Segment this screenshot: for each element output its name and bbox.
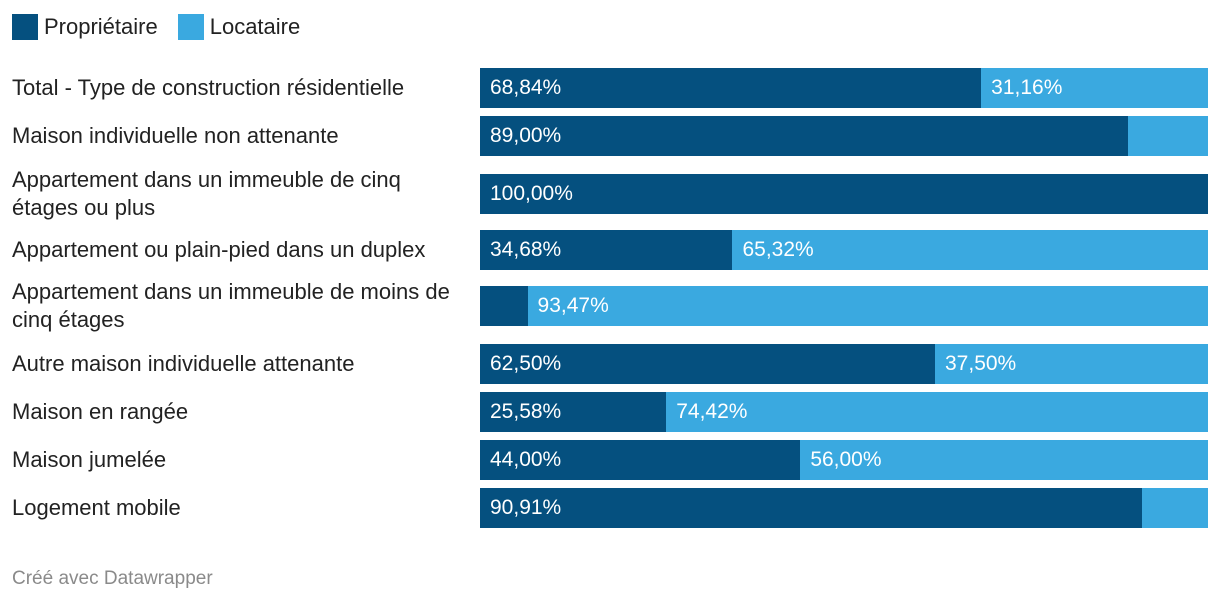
bar-segment-locataire xyxy=(1127,116,1208,156)
bar-segment-proprietaire: 89,00% xyxy=(480,116,1128,156)
data-label: 89,00% xyxy=(490,124,562,147)
data-label: 56,00% xyxy=(810,448,882,471)
data-label: 93,47% xyxy=(537,294,609,317)
data-label: 65,32% xyxy=(742,238,814,261)
category-label: Maison individuelle non attenante xyxy=(12,123,339,148)
stacked-bar: 68,84% 31,16% xyxy=(480,68,1208,108)
bar-segment-locataire xyxy=(1141,488,1208,528)
data-label: 37,50% xyxy=(945,352,1017,375)
legend-item-locataire: Locataire xyxy=(177,14,301,40)
bar-segment-proprietaire xyxy=(480,286,528,326)
bar-segment-proprietaire: 25,58% xyxy=(480,392,667,432)
legend-swatch-locataire xyxy=(177,14,204,40)
bar-segment-locataire: 74,42% xyxy=(666,392,1208,432)
bar-segment-locataire: 65,32% xyxy=(732,230,1208,270)
data-label: 100,00% xyxy=(490,182,573,205)
data-label: 74,42% xyxy=(676,400,748,423)
category-label: Logement mobile xyxy=(12,495,181,520)
stacked-bar: 25,58% 74,42% xyxy=(480,392,1208,432)
stacked-bar: 90,91% xyxy=(480,488,1208,528)
bar-segment-proprietaire: 44,00% xyxy=(480,440,801,480)
stacked-bar: 62,50% 37,50% xyxy=(480,344,1208,384)
data-label: 34,68% xyxy=(490,238,562,261)
bar-segment-proprietaire: 68,84% xyxy=(480,68,982,108)
category-label: Maison jumelée xyxy=(12,447,167,472)
category-label: Total - Type de construction résidentiel… xyxy=(12,75,405,100)
chart-legend: Propriétaire Locataire xyxy=(12,10,300,44)
bar-segment-locataire: 31,16% xyxy=(981,68,1208,108)
data-label: 62,50% xyxy=(490,352,562,375)
legend-item-proprietaire: Propriétaire xyxy=(12,14,158,40)
stacked-bar: 44,00% 56,00% xyxy=(480,440,1208,480)
category-label: Appartement dans un immeuble de cinq éta… xyxy=(12,167,401,220)
category-label: Maison en rangée xyxy=(12,399,189,424)
legend-label-proprietaire: Propriétaire xyxy=(44,14,158,39)
credit-footer: Créé avec Datawrapper xyxy=(12,568,213,589)
bar-segment-locataire: 56,00% xyxy=(800,440,1208,480)
bar-segment-proprietaire: 34,68% xyxy=(480,230,733,270)
data-label: 68,84% xyxy=(490,76,562,99)
data-label: 44,00% xyxy=(490,448,562,471)
category-label: Autre maison individuelle attenante xyxy=(12,351,355,376)
data-label: 90,91% xyxy=(490,496,562,519)
data-label: 31,16% xyxy=(991,76,1063,99)
stacked-bar: 89,00% xyxy=(480,116,1208,156)
category-label: Appartement dans un immeuble de moins de… xyxy=(12,279,450,332)
legend-label-locataire: Locataire xyxy=(209,14,301,39)
stacked-bar: 93,47% xyxy=(480,286,1208,326)
bar-segment-proprietaire: 90,91% xyxy=(480,488,1142,528)
bar-segment-proprietaire: 62,50% xyxy=(480,344,935,384)
bar-segment-locataire: 93,47% xyxy=(527,286,1208,326)
data-label: 25,58% xyxy=(490,400,562,423)
category-label: Appartement ou plain-pied dans un duplex xyxy=(12,237,426,262)
bar-segment-proprietaire: 100,00% xyxy=(480,174,1208,214)
legend-swatch-proprietaire xyxy=(12,14,38,40)
bar-segment-locataire: 37,50% xyxy=(935,344,1208,384)
stacked-bar: 100,00% xyxy=(480,174,1208,214)
stacked-bar: 34,68% 65,32% xyxy=(480,230,1208,270)
